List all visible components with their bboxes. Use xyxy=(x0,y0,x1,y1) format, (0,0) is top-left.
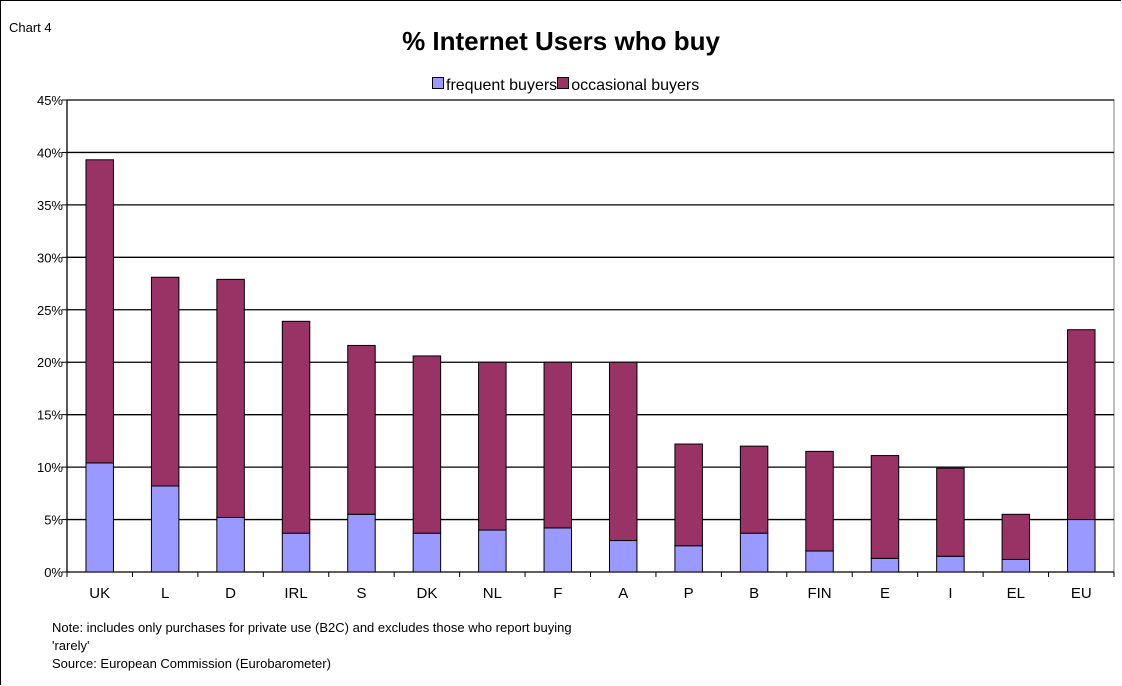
bar-occasional xyxy=(216,278,245,518)
legend-swatch-occasional xyxy=(557,77,570,89)
x-tick-label: D xyxy=(225,585,236,602)
bar-occasional xyxy=(608,361,638,542)
y-tick-label: 0% xyxy=(44,565,63,580)
bar-occasional xyxy=(739,445,769,534)
x-tick-label: A xyxy=(618,585,628,602)
bar-frequent xyxy=(412,532,442,573)
y-tick-label: 10% xyxy=(37,460,63,475)
y-tick-label: 40% xyxy=(37,145,63,160)
x-tick-label: FIN xyxy=(807,585,831,602)
x-tick-label: NL xyxy=(483,585,502,602)
bar-frequent xyxy=(805,550,834,573)
bar-frequent xyxy=(936,555,965,573)
bar-occasional xyxy=(1001,513,1031,560)
bar-occasional xyxy=(281,320,311,534)
bar-occasional xyxy=(936,467,965,557)
bar-frequent xyxy=(543,527,573,573)
bar-frequent xyxy=(347,513,376,573)
bar-frequent xyxy=(674,545,703,573)
x-tick-label: L xyxy=(161,585,169,602)
x-tick-label: I xyxy=(948,585,952,602)
legend-item-frequent: frequent buyers xyxy=(432,77,557,95)
bar-occasional xyxy=(412,355,442,534)
bar-frequent xyxy=(870,557,900,573)
chart-number-label: Chart 4 xyxy=(9,20,52,35)
bar-occasional xyxy=(805,450,834,552)
bar-occasional xyxy=(543,361,573,529)
x-tick-label: S xyxy=(356,585,366,602)
y-tick-label: 15% xyxy=(37,408,63,423)
legend-item-occasional: occasional buyers xyxy=(557,77,699,95)
bar-occasional xyxy=(150,276,180,487)
x-tick-label: IRL xyxy=(284,585,307,602)
bar-frequent xyxy=(739,532,769,573)
bar-frequent xyxy=(1001,558,1031,573)
bar-frequent xyxy=(150,485,180,573)
y-tick-label: 25% xyxy=(37,303,63,318)
note-line-2: 'rarely' xyxy=(52,638,90,653)
bar-frequent xyxy=(281,532,311,573)
bar-occasional xyxy=(347,344,376,515)
chart-legend: frequent buyers occasional buyers xyxy=(432,77,699,95)
legend-label-occasional: occasional buyers xyxy=(571,77,700,94)
bar-occasional xyxy=(478,361,507,531)
x-tick-label: P xyxy=(684,585,694,602)
x-tick-label: B xyxy=(749,585,759,602)
bar-frequent xyxy=(478,529,507,573)
x-tick-label: E xyxy=(880,585,890,602)
bar-occasional xyxy=(85,159,114,464)
x-tick-label: DK xyxy=(416,585,437,602)
bar-occasional xyxy=(674,443,703,547)
bar-frequent xyxy=(85,462,114,573)
legend-label-frequent: frequent buyers xyxy=(446,77,558,94)
bar-frequent xyxy=(216,516,245,573)
y-tick-label: 5% xyxy=(44,513,63,528)
x-tick-label: EL xyxy=(1007,585,1025,602)
y-tick-label: 35% xyxy=(37,198,63,213)
x-tick-label: F xyxy=(553,585,562,602)
y-tick-label: 45% xyxy=(37,93,63,108)
bar-occasional xyxy=(870,455,900,559)
source-line: Source: European Commission (Eurobaromet… xyxy=(52,656,331,671)
legend-swatch-frequent xyxy=(432,77,444,89)
y-tick-label: 30% xyxy=(37,250,63,265)
x-tick-label: UK xyxy=(89,585,110,602)
bar-occasional xyxy=(1067,329,1096,521)
y-tick-label: 20% xyxy=(37,355,63,370)
chart-notes: Note: includes only purchases for privat… xyxy=(52,619,572,673)
chart-title: % Internet Users who buy xyxy=(402,26,720,56)
bar-frequent xyxy=(608,540,638,573)
note-line-1: Note: includes only purchases for privat… xyxy=(52,620,572,635)
x-tick-label: EU xyxy=(1071,585,1092,602)
bar-frequent xyxy=(1067,519,1096,573)
